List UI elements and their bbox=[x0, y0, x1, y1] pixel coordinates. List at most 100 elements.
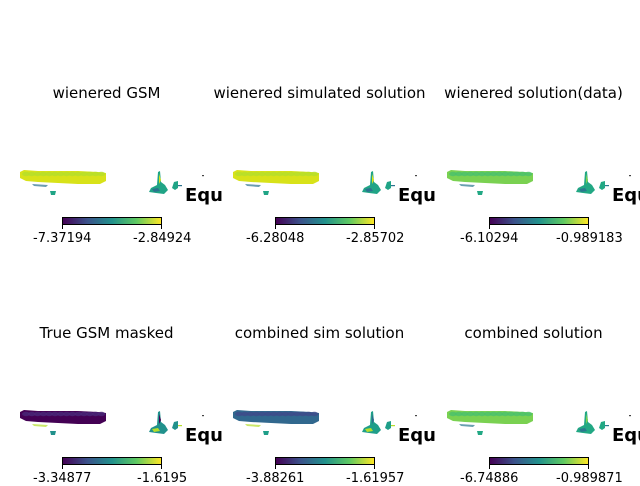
sky-texture bbox=[80, 171, 88, 177]
sky-dot bbox=[202, 415, 204, 417]
sky-texture bbox=[495, 411, 504, 417]
colorbar-tick bbox=[588, 225, 589, 229]
sky-dot bbox=[629, 175, 631, 177]
sky-texture bbox=[483, 411, 492, 417]
sky-map bbox=[233, 170, 417, 195]
colorbar-max-label: -1.61957 bbox=[346, 471, 405, 486]
colorbar-tick bbox=[161, 465, 162, 469]
sky-texture bbox=[298, 411, 307, 417]
sky-map bbox=[447, 410, 631, 435]
colorbar-tick bbox=[161, 225, 162, 229]
sky-patch-cluster bbox=[159, 174, 161, 184]
sky-texture bbox=[454, 171, 463, 177]
sky-fragment bbox=[50, 191, 56, 195]
colorbar-tick bbox=[374, 225, 375, 229]
projection-label: Equ bbox=[612, 425, 640, 446]
projection-label: Equ bbox=[185, 185, 223, 206]
sky-texture bbox=[293, 171, 301, 177]
panel-title: combined solution bbox=[464, 324, 603, 342]
sky-texture bbox=[472, 171, 481, 177]
panel-title: wienered GSM bbox=[52, 84, 161, 102]
sky-patch-cluster bbox=[599, 181, 605, 190]
sky-texture bbox=[91, 411, 100, 417]
sky-texture bbox=[269, 171, 278, 177]
sky-texture bbox=[512, 171, 521, 177]
sky-texture bbox=[51, 411, 59, 417]
sky-patch-cluster bbox=[586, 414, 588, 424]
sky-fragment bbox=[459, 424, 475, 427]
sky-texture bbox=[518, 171, 527, 177]
sky-patch-cluster bbox=[365, 428, 373, 432]
colorbar-tick bbox=[275, 465, 276, 469]
sky-texture bbox=[275, 171, 284, 177]
sky-texture bbox=[489, 171, 498, 177]
sky-texture bbox=[478, 171, 486, 177]
map-panel: wienered simulated solution Equ -6.28048 -2… bbox=[213, 0, 436, 246]
sky-fragment bbox=[263, 431, 269, 435]
sky-patch-cluster bbox=[152, 428, 160, 432]
sky-texture bbox=[68, 411, 77, 417]
sky-dot bbox=[605, 425, 609, 427]
sky-texture bbox=[287, 171, 296, 177]
sky-texture bbox=[310, 171, 319, 177]
sky-texture bbox=[287, 411, 296, 417]
sky-dot bbox=[391, 425, 395, 427]
map-panel: wienered solution(data) Equ -6.10294 -0.989… bbox=[427, 0, 640, 246]
sky-texture bbox=[293, 411, 301, 417]
sky-patch-cluster bbox=[172, 181, 178, 190]
sky-texture bbox=[97, 411, 106, 417]
sky-patch-cluster bbox=[365, 188, 373, 192]
sky-texture bbox=[235, 171, 243, 177]
sky-texture bbox=[298, 171, 307, 177]
sky-texture bbox=[68, 171, 77, 177]
sky-texture bbox=[454, 411, 463, 417]
sky-texture bbox=[281, 411, 290, 417]
map-panel: True GSM masked Equ -3.34877 -1.6195 bbox=[0, 240, 223, 486]
sky-texture bbox=[512, 411, 521, 417]
colorbar-tick bbox=[489, 465, 490, 469]
colorbar-tick bbox=[275, 225, 276, 229]
sky-texture bbox=[85, 411, 94, 417]
sky-texture bbox=[483, 171, 492, 177]
sky-texture bbox=[39, 411, 48, 417]
sky-map bbox=[20, 410, 204, 435]
sky-texture bbox=[22, 171, 30, 177]
sky-texture bbox=[264, 171, 272, 177]
sky-texture bbox=[501, 171, 510, 177]
sky-texture bbox=[33, 411, 42, 417]
sky-texture bbox=[252, 411, 261, 417]
sky-fragment bbox=[245, 184, 261, 187]
panel-title: wienered simulated solution bbox=[213, 84, 426, 102]
sky-texture bbox=[281, 171, 290, 177]
sky-map bbox=[233, 410, 417, 435]
sky-patch-cluster bbox=[362, 171, 381, 194]
map-panel: combined solution Equ -6.74886 -0.989871 bbox=[427, 240, 640, 486]
sky-patch-cluster bbox=[362, 411, 381, 434]
colorbar bbox=[62, 457, 162, 465]
sky-texture bbox=[449, 411, 457, 417]
colorbar-tick bbox=[588, 465, 589, 469]
colorbar bbox=[275, 457, 375, 465]
sky-texture bbox=[80, 411, 88, 417]
panel-title: combined sim solution bbox=[234, 324, 405, 342]
sky-texture bbox=[74, 171, 83, 177]
panel-title: wienered solution(data) bbox=[444, 84, 623, 102]
sky-patch-cluster bbox=[579, 188, 587, 192]
sky-dot bbox=[202, 175, 204, 177]
sky-texture bbox=[240, 411, 249, 417]
projection-label: Equ bbox=[398, 185, 436, 206]
map-panel: combined sim solution Equ -3.88261 -1.61957 bbox=[213, 240, 436, 486]
map-panel: wienered GSM Equ -7.37194 -2.84924 bbox=[0, 0, 223, 246]
colorbar-tick bbox=[489, 225, 490, 229]
sky-texture bbox=[466, 411, 475, 417]
sky-texture bbox=[27, 171, 36, 177]
sky-patch-cluster bbox=[599, 421, 605, 430]
sky-texture bbox=[524, 411, 533, 417]
sky-fragment bbox=[50, 431, 56, 435]
projection-label: Equ bbox=[398, 425, 436, 446]
sky-texture bbox=[27, 411, 36, 417]
sky-fragment bbox=[32, 424, 48, 427]
sky-fragment bbox=[263, 191, 269, 195]
sky-texture bbox=[495, 171, 504, 177]
sky-texture bbox=[240, 171, 249, 177]
